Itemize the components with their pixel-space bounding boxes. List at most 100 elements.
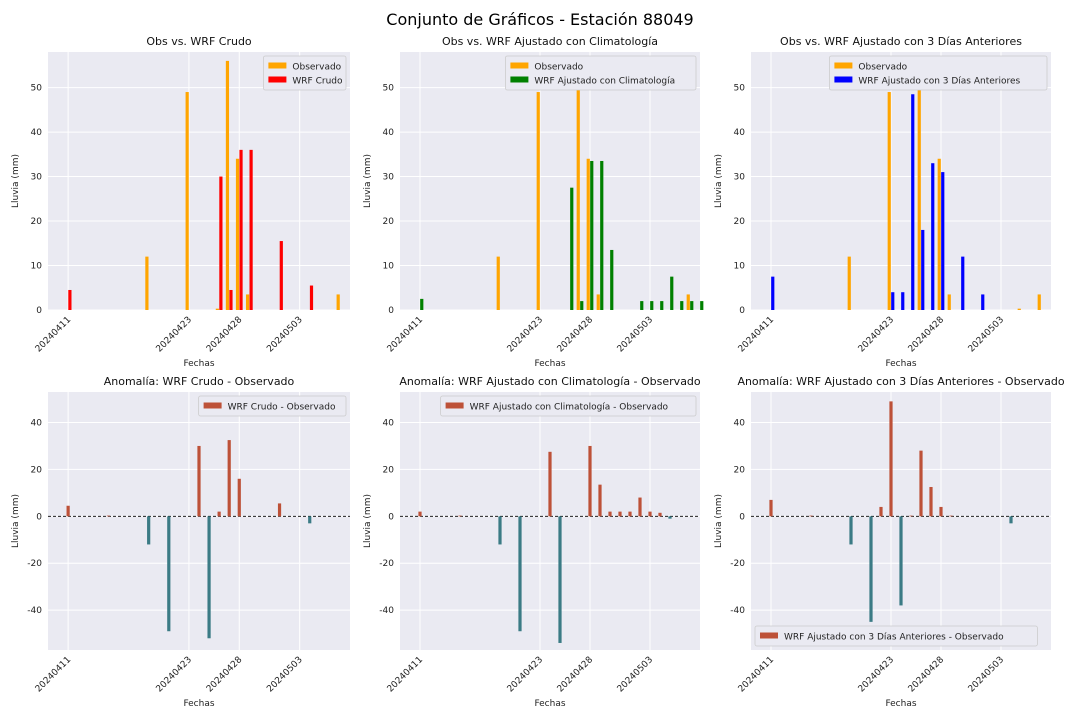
bar [847,256,851,310]
y-tick-label: 0 [388,306,394,316]
bar [598,484,602,517]
y-tick-label: -20 [730,559,745,569]
chart-title: Obs vs. WRF Ajustado con Climatología [442,35,658,48]
bar [596,294,600,310]
bar [279,241,283,310]
legend-swatch [760,632,778,639]
chart-title: Obs vs. WRF Crudo [146,35,252,48]
legend-box [198,395,347,417]
x-tick-label: 20240503 [967,315,1006,354]
bar [570,187,574,310]
plot-area [751,52,1051,310]
plot-area [48,52,350,310]
bar [949,515,953,517]
y-tick-label: 30 [734,173,746,183]
bar [239,149,243,310]
bar [640,301,644,310]
bar [420,298,424,310]
x-tick-label: 20240423 [506,655,545,694]
bar [887,92,891,310]
bar [658,512,662,517]
x-axis-label: Fechas [534,359,565,369]
y-axis-label: Lluvia (mm) [11,154,21,208]
bar [638,497,642,517]
legend-label: WRF Ajustado con Climatología [534,77,675,87]
bar [207,516,211,639]
x-tick-label: 20240428 [205,315,245,355]
figure-title: Conjunto de Gráficos - Estación 88049 [386,10,694,29]
bar [618,511,622,517]
y-tick-label: 0 [36,306,42,316]
x-tick-label: 20240428 [205,655,245,695]
y-axis-label: Lluvia (mm) [714,494,724,548]
y-tick-label: 10 [383,262,395,272]
bar [1017,308,1021,310]
bar [648,511,652,517]
legend-label: WRF Crudo [292,77,343,87]
bar [668,516,672,519]
bar [686,294,690,310]
bar [548,451,552,517]
y-tick-label: 10 [31,262,43,272]
bar [1009,516,1013,524]
legend-swatch [268,62,287,69]
y-tick-label: 0 [36,512,42,522]
bar [911,94,915,310]
bar [576,60,580,311]
bar [227,440,231,517]
bar [600,160,604,310]
y-tick-label: 30 [31,173,43,183]
y-tick-label: 10 [734,262,746,272]
x-tick-label: 20240503 [616,655,655,694]
legend-swatch [203,402,222,409]
legend-box [504,55,697,91]
bar [458,515,462,517]
chart-panel-3: 0 10 20 30 40 50 20240411 20240423 20240428 20240… [714,35,1051,369]
bar [217,511,221,517]
y-tick-label: 50 [383,84,395,94]
bar [921,229,925,310]
y-tick-label: -40 [379,606,394,616]
bar [229,289,233,310]
bar [899,516,903,606]
bar [961,256,965,310]
x-tick-label: 20240428 [907,655,947,695]
bar [277,503,282,517]
x-tick-label: 20240423 [506,315,545,354]
bar [660,301,664,310]
bar [145,256,149,310]
y-tick-label: 50 [31,84,43,94]
plot-area [400,52,700,310]
bar [586,158,590,310]
bar [939,506,943,517]
y-tick-label: 40 [31,128,43,138]
y-tick-label: 0 [739,306,745,316]
chart-panel-4: -40 -20 0 20 40 20240411 20240423 20240428 20240… [11,375,350,709]
legend: WRF Crudo - Observado [198,395,347,417]
bar [219,176,223,310]
x-tick-label: 20240411 [386,655,425,694]
bar [496,256,500,310]
x-axis-label: Fechas [183,699,214,709]
legend: Observado WRF Crudo [262,55,347,91]
bar [215,308,219,310]
x-tick-label: 20240411 [34,315,73,354]
bar [917,60,921,311]
bar [66,505,70,517]
x-axis-label: Fechas [183,359,214,369]
x-tick-label: 20240428 [907,315,947,355]
y-axis-label: Lluvia (mm) [363,494,373,548]
legend-box [829,55,1048,91]
legend-label: WRF Ajustado con 3 Días Anteriores [858,77,1020,87]
bar [901,292,905,310]
chart-panel-6: -40 -20 0 20 40 20240411 20240423 20240428 20240… [714,375,1065,709]
bar [909,515,913,517]
y-tick-label: 30 [383,173,395,183]
chart-title: Anomalía: WRF Ajustado con 3 Días Anteri… [737,375,1064,388]
bar [608,511,612,517]
bar [588,445,592,517]
bar [931,163,935,310]
bar [771,276,775,310]
bar [937,158,941,310]
y-tick-label: 0 [739,512,745,522]
